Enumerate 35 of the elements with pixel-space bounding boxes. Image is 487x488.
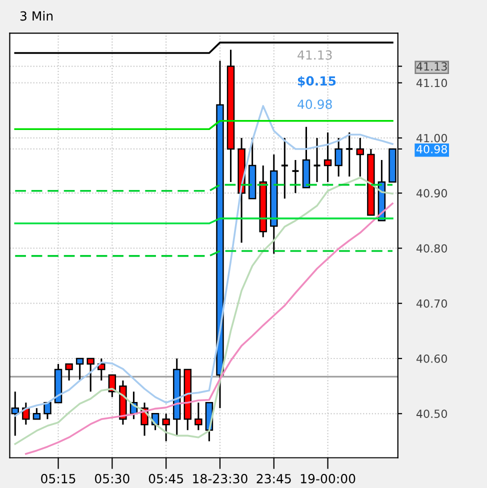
x-tick-label: 19-00:00: [300, 474, 356, 484]
x-tick-label: 05:15: [41, 474, 76, 484]
y-tick-label: 41.10: [416, 78, 448, 88]
candlestick: [324, 132, 332, 183]
candlestick: [86, 358, 94, 392]
y-tick-label: 41.13: [416, 62, 447, 71]
annotation: 40.98: [298, 100, 332, 109]
candlestick: [162, 412, 170, 442]
candlestick: [291, 159, 300, 194]
y-tick-label: 40.98: [416, 144, 447, 154]
y-tick-label: 40.90: [416, 189, 448, 198]
y-tick-label: 40.80: [416, 244, 448, 253]
y-tick-label: 41.00: [416, 134, 448, 142]
candlestick: [334, 137, 342, 178]
x-tick-label: 05:30: [94, 474, 130, 484]
y-tick-label: 40.60: [416, 354, 448, 363]
annotation: 41.13: [298, 50, 332, 60]
candlestick: [280, 137, 289, 200]
candlestick: [194, 402, 202, 431]
candlestick: [32, 407, 41, 420]
candlestick: [22, 402, 30, 426]
candlestick: [356, 137, 364, 178]
chart-title: 3 Min: [20, 11, 53, 21]
candlestick: [76, 358, 84, 382]
x-tick-label: 23:45: [256, 474, 291, 484]
y-tick-label: 40.70: [416, 299, 448, 308]
candlestick: [345, 132, 354, 178]
line-series: [25, 202, 394, 455]
candlestick: [312, 137, 322, 183]
x-tick-label: 05:45: [148, 474, 183, 484]
annotation: $0.15: [298, 76, 336, 88]
candlestick: [65, 363, 73, 382]
line-series: [14, 176, 394, 445]
x-tick-label: 18-23:30: [193, 474, 248, 484]
y-tick-label: 40.50: [416, 410, 448, 418]
